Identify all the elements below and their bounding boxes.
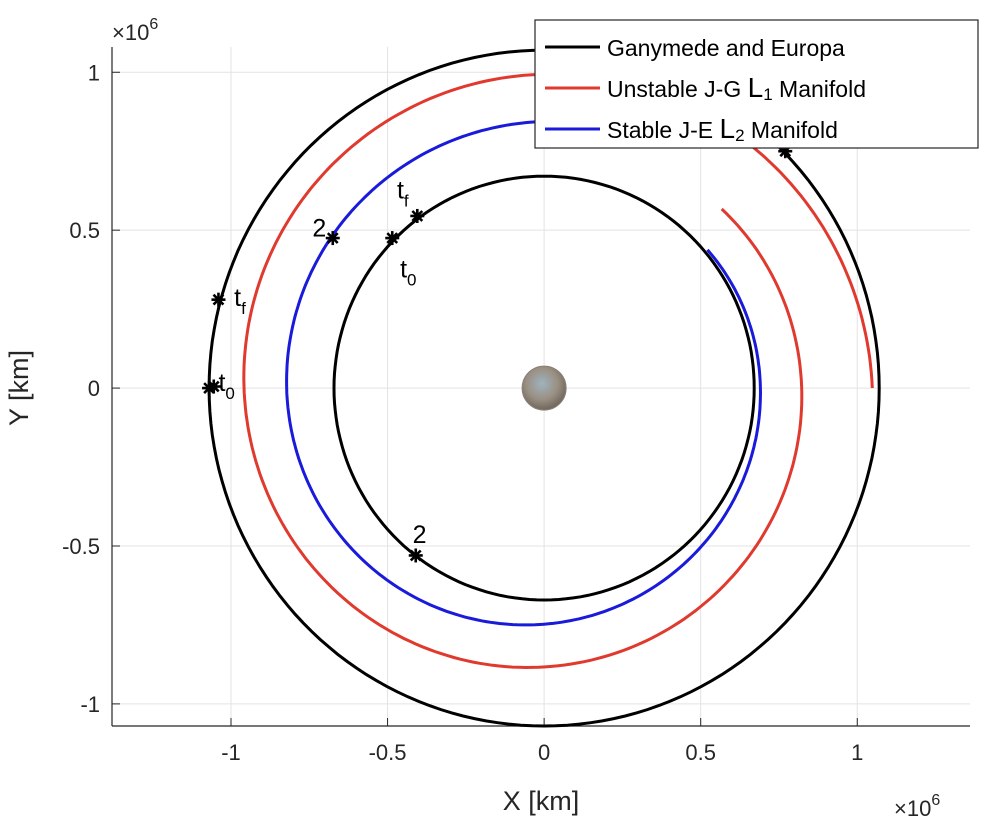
y-axis-label: Y [km]: [4, 350, 34, 426]
marker-point-5: [410, 208, 425, 223]
svg-text:×106: ×106: [894, 792, 940, 821]
legend: Ganymede and Europa Unstable J-G L1 Manif…: [534, 19, 979, 149]
x-tick-label-2: 0: [538, 740, 550, 765]
marker-point-6: [408, 548, 423, 563]
legend-label-2: Stable J-E L2 Manifold: [607, 113, 838, 145]
annotation-2: 2: [312, 214, 326, 242]
marker-point-2: [211, 292, 226, 307]
x-axis-label: X [km]: [503, 786, 580, 816]
x-tick-label-3: 0.5: [685, 740, 716, 765]
annotation-3: tf: [397, 177, 409, 211]
annotation-1: tf: [234, 284, 246, 318]
series-line-3: [285, 119, 763, 627]
y-tick-label-3: 0.5: [69, 218, 100, 243]
annotation-0: t0: [218, 369, 234, 403]
x-exponent-power: 6: [931, 792, 940, 809]
series-line-1: [332, 174, 756, 602]
x-tick-labels: -1 -0.5 0 0.5 1: [221, 740, 863, 765]
annotation-5: 2: [413, 521, 427, 549]
y-tick-label-2: 0: [88, 376, 100, 401]
annotation-labels: t0 tf 2 tf t0 2: [218, 177, 426, 549]
y-tick-labels: -1 -0.5 0 0.5 1: [62, 60, 100, 717]
x-exponent-base: ×10: [894, 796, 931, 821]
annotation-4: t0: [400, 256, 416, 290]
y-exponent-base: ×10: [112, 20, 149, 45]
y-tick-label-1: -0.5: [62, 534, 100, 559]
legend-box: [534, 19, 979, 149]
x-tick-label-4: 1: [851, 740, 863, 765]
x-exponent-label: ×106: [894, 792, 940, 821]
marker-points: [202, 144, 793, 563]
marker-point-3: [325, 231, 340, 246]
jupiter-body: [521, 365, 567, 411]
x-tick-label-1: -0.5: [369, 740, 407, 765]
marker-point-1: [206, 379, 221, 394]
y-tick-label-0: -1: [80, 692, 100, 717]
legend-label-1: Unstable J-G L1 Manifold: [607, 72, 866, 104]
y-exponent-power: 6: [149, 16, 158, 33]
svg-text:×106: ×106: [112, 16, 158, 45]
marker-point-4: [385, 231, 400, 246]
jupiter-icon: [521, 365, 567, 411]
y-exponent-label: ×106: [112, 16, 158, 45]
legend-label-0: Ganymede and Europa: [607, 35, 845, 61]
x-tick-label-0: -1: [221, 740, 241, 765]
y-tick-label-4: 1: [88, 60, 100, 85]
